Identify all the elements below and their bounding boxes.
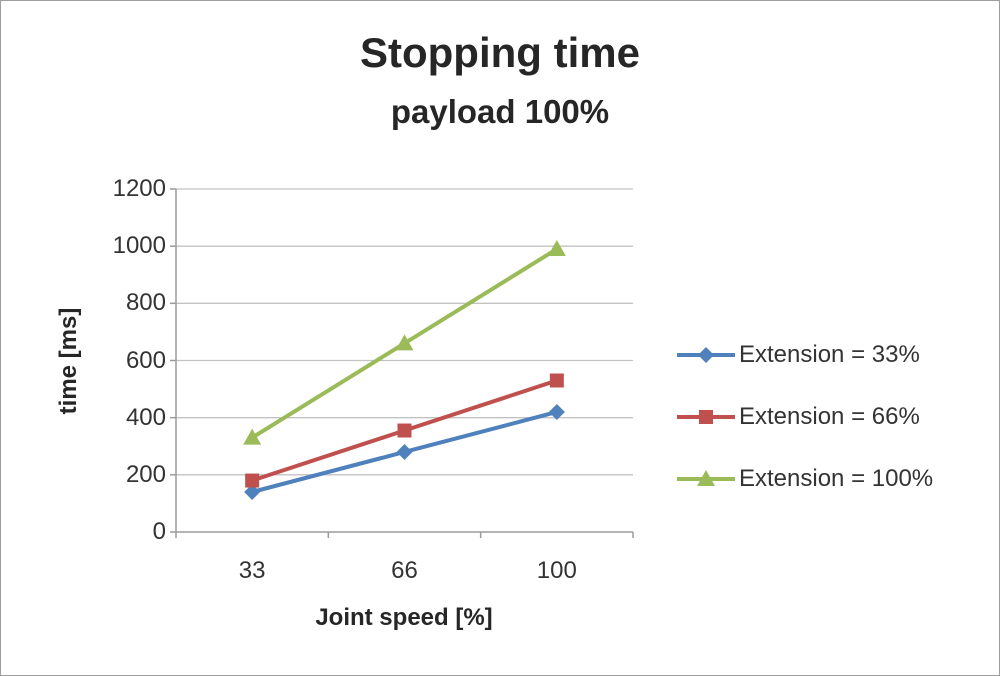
square-marker [549, 373, 564, 388]
x-tick-label: 33 [238, 557, 266, 584]
y-tick-label: 400 [125, 403, 166, 431]
square-marker [699, 410, 713, 424]
chart-title: Stopping time [360, 29, 640, 76]
legend-item: Extension = 66% [677, 403, 933, 430]
x-tick-label: 100 [536, 557, 577, 584]
triangle-marker [395, 334, 414, 351]
triangle-marker [243, 428, 262, 445]
legend-item: Extension = 100% [677, 465, 934, 492]
legend: Extension = 33% Extension = 66% Extension … [677, 341, 934, 492]
legend-label: Extension = 33% [739, 341, 920, 368]
y-tick-label: 0 [152, 518, 166, 545]
legend-label: Extension = 100% [739, 465, 934, 492]
diamond-marker [548, 403, 565, 420]
diamond-marker [698, 347, 714, 363]
y-tick-label: 200 [125, 460, 166, 488]
chart-subtitle: payload 100% [390, 93, 610, 130]
legend-key-icon [677, 470, 735, 486]
legend-key-icon [677, 410, 735, 424]
triangle-marker [547, 240, 566, 257]
legend-label: Extension = 66% [739, 403, 920, 430]
diamond-marker [396, 443, 413, 460]
x-axis-title: Joint speed [%] [315, 604, 493, 631]
legend-item: Extension = 33% [677, 341, 933, 368]
plot-area [170, 188, 634, 538]
y-tick-label: 600 [125, 346, 166, 374]
y-tick-label: 1000 [112, 232, 166, 260]
triangle-marker [697, 470, 715, 486]
x-tick-label: 66 [391, 557, 418, 584]
square-marker [397, 423, 412, 438]
y-tick-label: 1200 [112, 175, 166, 202]
square-marker [245, 473, 260, 488]
legend-key-icon [677, 347, 735, 363]
y-tick-label: 800 [125, 289, 166, 317]
diamond-marker [244, 483, 261, 500]
